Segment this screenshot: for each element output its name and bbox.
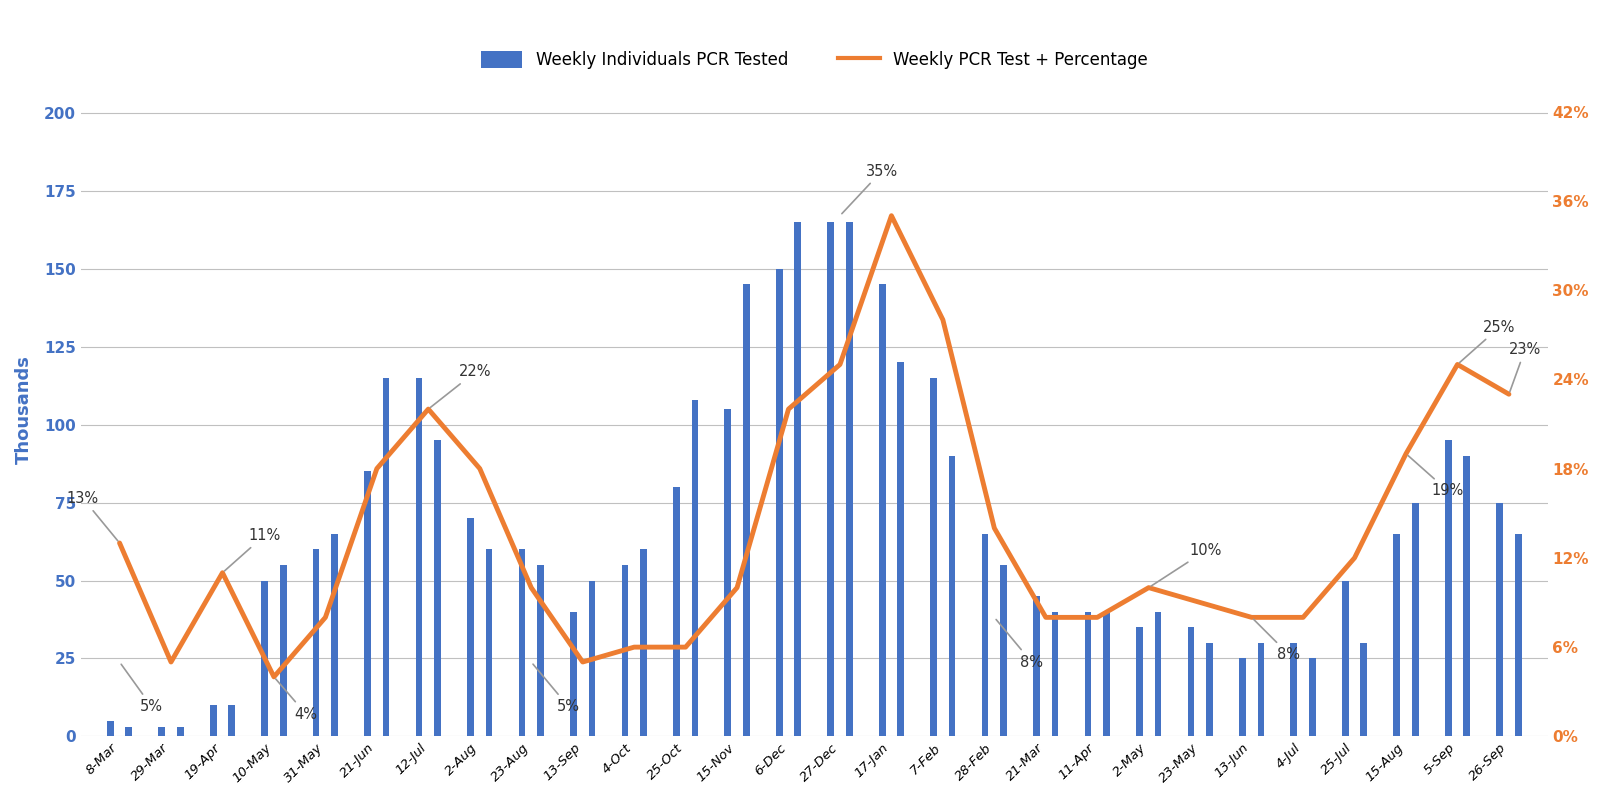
Text: 8%: 8% bbox=[1254, 619, 1301, 662]
Bar bbox=[743, 285, 749, 736]
Bar bbox=[1052, 612, 1059, 736]
Bar bbox=[897, 362, 905, 736]
Bar bbox=[1104, 612, 1110, 736]
Bar bbox=[1155, 612, 1161, 736]
Bar bbox=[1343, 581, 1349, 736]
Y-axis label: Thousands: Thousands bbox=[14, 354, 34, 463]
Bar bbox=[621, 565, 629, 736]
Text: 5%: 5% bbox=[533, 664, 581, 714]
Bar bbox=[125, 727, 132, 736]
Text: 8%: 8% bbox=[996, 619, 1043, 670]
Text: 19%: 19% bbox=[1408, 455, 1464, 498]
Bar bbox=[364, 471, 371, 736]
Text: 23%: 23% bbox=[1509, 342, 1541, 391]
Bar bbox=[313, 550, 319, 736]
Bar bbox=[725, 409, 731, 736]
Bar bbox=[1497, 502, 1503, 736]
Bar bbox=[261, 581, 268, 736]
Bar bbox=[589, 581, 595, 736]
Bar bbox=[828, 222, 834, 736]
Bar bbox=[210, 706, 217, 736]
Bar bbox=[776, 269, 783, 736]
Bar bbox=[1309, 658, 1315, 736]
Text: 11%: 11% bbox=[225, 528, 281, 571]
Bar bbox=[107, 721, 114, 736]
Bar bbox=[930, 378, 937, 736]
Bar bbox=[1206, 643, 1213, 736]
Bar bbox=[486, 550, 492, 736]
Bar bbox=[1136, 627, 1142, 736]
Legend: Weekly Individuals PCR Tested, Weekly PCR Test + Percentage: Weekly Individuals PCR Tested, Weekly PC… bbox=[475, 44, 1155, 76]
Bar bbox=[518, 550, 525, 736]
Bar bbox=[950, 456, 956, 736]
Bar bbox=[467, 518, 473, 736]
Bar bbox=[176, 727, 183, 736]
Bar bbox=[1445, 440, 1452, 736]
Bar bbox=[415, 378, 422, 736]
Bar bbox=[1033, 596, 1039, 736]
Bar bbox=[537, 565, 544, 736]
Bar bbox=[640, 550, 646, 736]
Bar bbox=[569, 612, 577, 736]
Bar bbox=[1187, 627, 1195, 736]
Text: 10%: 10% bbox=[1152, 543, 1222, 586]
Text: 22%: 22% bbox=[430, 364, 492, 407]
Bar bbox=[383, 378, 390, 736]
Text: 13%: 13% bbox=[67, 491, 117, 541]
Bar bbox=[1084, 612, 1091, 736]
Text: 25%: 25% bbox=[1460, 320, 1516, 362]
Bar bbox=[879, 285, 885, 736]
Bar bbox=[1394, 534, 1400, 736]
Bar bbox=[674, 487, 680, 736]
Text: 5%: 5% bbox=[122, 664, 164, 714]
Bar bbox=[1514, 534, 1522, 736]
Bar bbox=[794, 222, 800, 736]
Bar bbox=[1001, 565, 1007, 736]
Bar bbox=[982, 534, 988, 736]
Bar bbox=[228, 706, 236, 736]
Bar bbox=[1360, 643, 1367, 736]
Bar bbox=[1291, 643, 1298, 736]
Bar bbox=[1463, 456, 1471, 736]
Bar bbox=[845, 222, 853, 736]
Bar bbox=[1412, 502, 1418, 736]
Bar bbox=[279, 565, 287, 736]
Bar bbox=[159, 727, 165, 736]
Text: 35%: 35% bbox=[842, 163, 898, 214]
Bar bbox=[1258, 643, 1264, 736]
Bar bbox=[1238, 658, 1246, 736]
Bar bbox=[691, 400, 698, 736]
Bar bbox=[332, 534, 338, 736]
Bar bbox=[435, 440, 441, 736]
Text: 4%: 4% bbox=[276, 679, 318, 722]
